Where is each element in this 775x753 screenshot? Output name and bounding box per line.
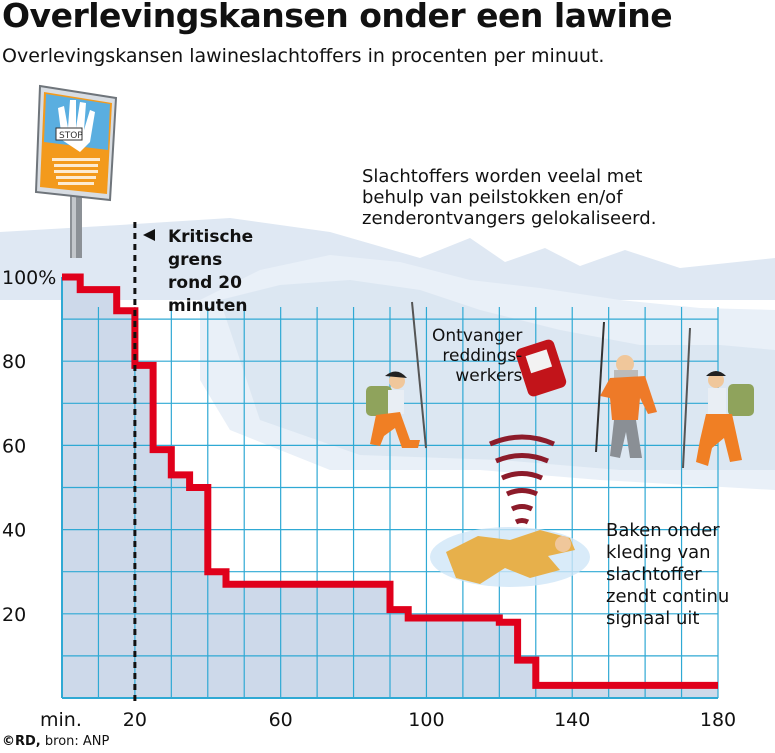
critical-arrow-icon [143,229,155,241]
beacon-annotation: Baken onder kleding van slachtoffer zend… [606,520,729,630]
stop-text: STOP [59,131,83,141]
annotation-line: signaal uit [606,608,700,629]
annotation-line: behulp van peilstokken en/of [362,187,623,208]
survival-area [62,277,718,698]
rescuer-left-icon [366,301,427,449]
annotation-line: Slachtoffers worden veelal met [362,166,643,187]
probes-annotation: Slachtoffers worden veelal met behulp va… [362,166,656,229]
x-axis-unit-label: min. [40,709,82,731]
annotation-line: werkers [455,366,523,386]
annotation-line: zendt continu [606,586,730,607]
critical-threshold-label: Kritische grens rond 20 minuten [168,226,253,318]
y-tick-labels: 100% 80 60 40 20 [2,267,56,626]
critical-label-line: Kritische [168,227,254,247]
survival-curve [62,273,718,689]
page-subtitle: Overlevingskansen lawineslachtoffers in … [2,45,605,67]
y-tick-label: 60 [2,435,26,457]
critical-label-line: minuten [168,296,248,316]
credit-owner: ©RD, [2,734,41,749]
receiver-annotation: Ontvanger reddings- werkers [432,326,522,386]
x-tick-label: 180 [700,709,736,731]
x-tick-label: 20 [123,709,147,731]
y-tick-label: 80 [2,351,26,373]
rescuer-right-icon [682,327,754,469]
x-tick-label: 100 [408,709,444,731]
annotation-line: kleding van [606,542,711,563]
y-tick-label: 20 [2,604,26,626]
annotation-line: reddings- [442,346,523,366]
receiver-device-icon [515,339,567,397]
annotation-line: Ontvanger [432,326,523,346]
rescuer-middle-icon [595,321,657,458]
source-credit: ©RD, bron: ANP [2,734,109,749]
y-tick-label: 100% [2,267,56,289]
critical-label-line: rond 20 [168,273,242,293]
x-tick-label: 140 [554,709,590,731]
page-title: Overlevingskansen onder een lawine [2,0,673,35]
x-tick-labels: 20 60 100 140 180 [123,709,736,731]
annotation-line: Baken onder [606,520,720,541]
signal-waves-icon [488,434,556,525]
y-tick-label: 40 [2,520,26,542]
x-tick-label: 60 [269,709,293,731]
avalanche-warning-sign-icon: STOP [34,84,118,258]
annotation-line: slachtoffer [606,564,702,585]
buried-victim-icon [430,527,590,587]
annotation-line: zenderontvangers gelokaliseerd. [362,208,657,229]
credit-source: bron: ANP [44,734,110,749]
critical-label-line: grens [168,250,223,270]
